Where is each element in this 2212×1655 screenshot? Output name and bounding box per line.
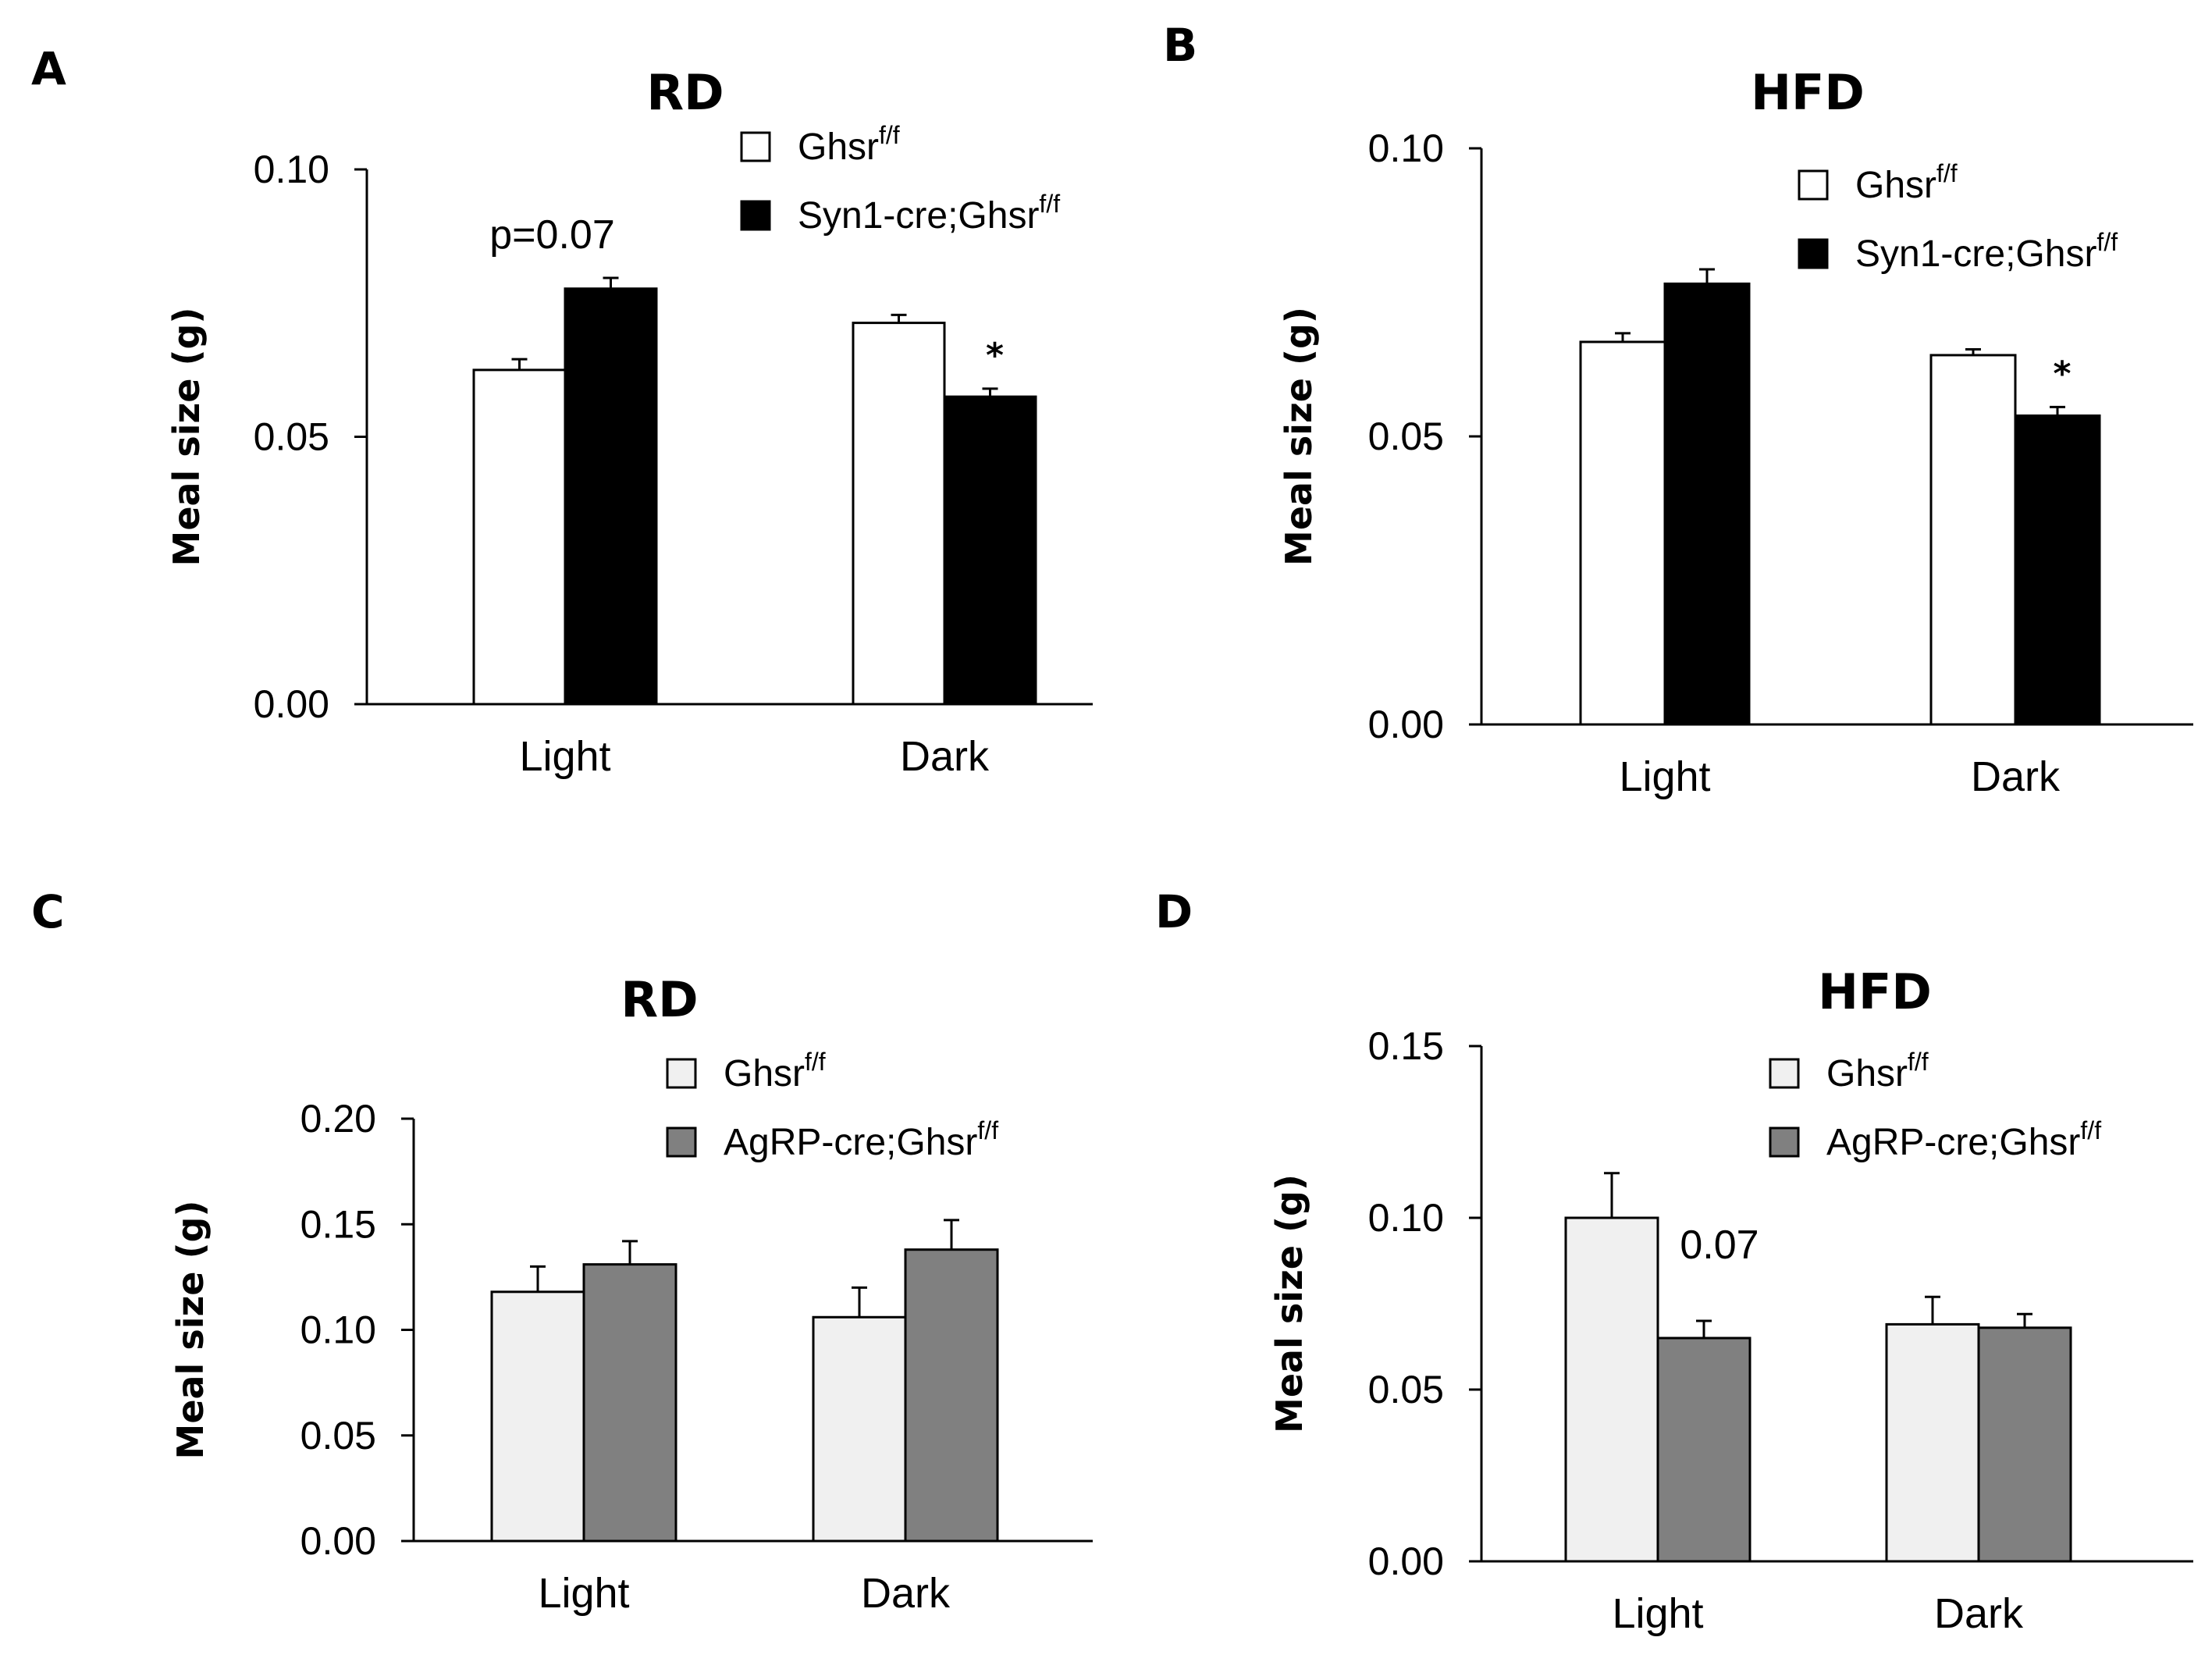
legend-label-1: Ghsrf/f — [1855, 159, 1958, 206]
panel-b: B HFD Meal size (g) 0.00 0.05 0.10 Light Dark * G… — [1163, 19, 2193, 800]
y-tick-label: 0.05 — [254, 415, 329, 459]
legend-swatch-1 — [1798, 169, 1829, 201]
x-tick-label: Light — [1612, 1590, 1703, 1637]
bar-light-series-2 — [582, 1263, 677, 1543]
bar-light-series-2 — [1663, 282, 1751, 726]
legend-label-name: Ghsr — [798, 126, 879, 168]
legend-swatch-1 — [740, 131, 771, 162]
x-tick-label: Light — [1619, 753, 1710, 800]
bar-dark-series-2 — [904, 1248, 999, 1543]
y-tick-label: 0.10 — [1368, 126, 1444, 170]
legend-label-name: Syn1-cre;Ghsr — [1855, 233, 2096, 275]
legend-label-name: Syn1-cre;Ghsr — [798, 195, 1039, 237]
y-tick-label: 0.00 — [1368, 1539, 1444, 1583]
y-tick-label: 0.10 — [1368, 1196, 1444, 1240]
bar-light-series-1 — [1579, 340, 1666, 726]
legend-label-superscript: f/f — [977, 1116, 998, 1144]
legend-label-superscript: f/f — [1039, 190, 1060, 218]
legend-label-1: Ghsrf/f — [1826, 1048, 1929, 1094]
legend-label-superscript: f/f — [2080, 1116, 2101, 1144]
bar-dark-series-2 — [1977, 1326, 2072, 1563]
bar-dark-series-2 — [2014, 414, 2101, 726]
legend-label-2: AgRP-cre;Ghsrf/f — [1826, 1116, 2101, 1163]
panel-letter: C — [31, 885, 65, 938]
y-tick-label: 0.10 — [301, 1308, 376, 1352]
legend-label-2: Syn1-cre;Ghsrf/f — [798, 190, 1060, 237]
significance-star: * — [986, 336, 1004, 375]
bar-light-series-1 — [1564, 1216, 1659, 1563]
y-axis-label: Meal size (g) — [1278, 307, 1320, 566]
bar-dark-series-2 — [943, 395, 1037, 706]
chart-title: HFD — [1751, 64, 1865, 121]
legend-label-name: Ghsr — [1855, 165, 1936, 206]
x-tick-label: Dark — [1971, 753, 2061, 800]
legend-swatch-2 — [1798, 238, 1829, 269]
y-tick-label: 0.15 — [301, 1202, 376, 1246]
y-tick-label: 0.15 — [1368, 1024, 1444, 1068]
chart-title: HFD — [1818, 963, 1932, 1020]
x-tick-label: Dark — [1934, 1590, 2024, 1637]
y-tick-label: 0.00 — [1368, 703, 1444, 746]
legend-label-name: AgRP-cre;Ghsr — [724, 1122, 977, 1163]
bar-light-series-2 — [1656, 1336, 1751, 1563]
chart-title: RD — [646, 64, 724, 121]
legend-label-name: Ghsr — [724, 1053, 805, 1094]
panel-letter: D — [1155, 885, 1193, 938]
legend-swatch-2 — [1769, 1126, 1800, 1158]
panel-d: D HFD Meal size (g) 0.00 0.05 0.10 0.15 Light Da… — [1155, 885, 2193, 1637]
legend-swatch-1 — [666, 1058, 697, 1089]
panel-c: C RD Meal size (g) 0.00 0.05 0.10 0.15 0.20 Ligh… — [31, 885, 1093, 1617]
legend-swatch-1 — [1769, 1058, 1800, 1089]
legend-label-1: Ghsrf/f — [798, 121, 900, 168]
legend-label-name: Ghsr — [1826, 1053, 1908, 1094]
significance-star: * — [2053, 354, 2071, 393]
bar-light-series-1 — [490, 1290, 585, 1543]
y-tick-label: 0.05 — [1368, 415, 1444, 458]
x-tick-label: Dark — [861, 1570, 951, 1617]
bar-light-series-2 — [564, 287, 658, 706]
legend-label-superscript: f/f — [1936, 159, 1958, 187]
y-tick-label: 0.00 — [301, 1519, 376, 1563]
legend-label-2: AgRP-cre;Ghsrf/f — [724, 1116, 998, 1163]
panel-a: A RD Meal size (g) 0.00 0.05 0.10 Light Dark p=0… — [31, 42, 1093, 780]
panel-letter: A — [31, 42, 66, 95]
bar-dark-series-1 — [812, 1315, 907, 1543]
bar-dark-series-1 — [852, 322, 946, 706]
legend-label-superscript: f/f — [805, 1048, 826, 1076]
legend-label-superscript: f/f — [1908, 1048, 1929, 1076]
legend-label-name: AgRP-cre;Ghsr — [1826, 1122, 2080, 1163]
legend-swatch-2 — [740, 200, 771, 231]
legend-label-2: Syn1-cre;Ghsrf/f — [1855, 228, 2118, 275]
x-tick-label: Dark — [900, 733, 990, 780]
y-tick-label: 0.00 — [254, 682, 329, 726]
y-tick-label: 0.05 — [301, 1414, 376, 1457]
panel-letter: B — [1163, 19, 1197, 72]
y-tick-label: 0.05 — [1368, 1368, 1444, 1411]
chart-title: RD — [621, 971, 698, 1028]
legend-label-1: Ghsrf/f — [724, 1048, 826, 1094]
p-value-annotation: 0.07 — [1680, 1223, 1759, 1268]
bar-dark-series-1 — [1885, 1322, 1980, 1563]
bar-dark-series-1 — [1929, 354, 2017, 726]
legend-label-superscript: f/f — [879, 121, 900, 149]
y-tick-label: 0.10 — [254, 148, 329, 191]
legend-swatch-2 — [666, 1126, 697, 1158]
y-tick-label: 0.20 — [301, 1097, 376, 1141]
y-axis-label: Meal size (g) — [165, 308, 208, 567]
y-axis-label: Meal size (g) — [169, 1201, 212, 1460]
y-axis-label: Meal size (g) — [1268, 1174, 1310, 1433]
x-tick-label: Light — [519, 733, 610, 780]
legend-label-superscript: f/f — [2096, 228, 2118, 256]
p-value-annotation: p=0.07 — [489, 212, 615, 258]
bar-light-series-1 — [472, 368, 567, 706]
x-tick-label: Light — [538, 1570, 629, 1617]
